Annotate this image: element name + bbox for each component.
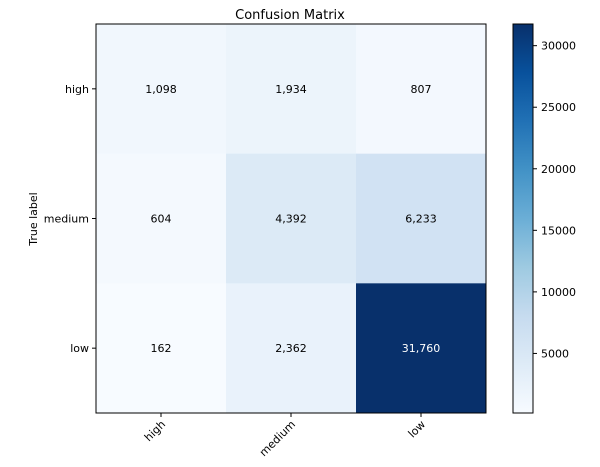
heatmap-cell-high-low [356, 24, 487, 155]
cell-value-label: 31,760 [402, 342, 441, 355]
colorbar-tick-label: 10000 [541, 286, 576, 299]
colorbar-tick-label: 30000 [541, 40, 576, 53]
cell-value-label: 1,098 [145, 83, 177, 96]
colorbar: 5000 10000 15000 20000 25000 30000 [512, 23, 576, 414]
heatmap-cells [96, 24, 487, 414]
y-tick-label-low: low [70, 342, 89, 355]
heatmap-cell-medium-high [96, 153, 227, 284]
cell-value-label: 604 [151, 213, 172, 226]
cell-value-label: 807 [411, 83, 432, 96]
colorbar-tick-label: 20000 [541, 163, 576, 176]
x-tick-label-medium: medium [257, 418, 298, 459]
y-tick-label-high: high [65, 83, 89, 96]
y-tick-label-medium: medium [44, 213, 89, 226]
colorbar-tick-label: 5000 [541, 347, 569, 360]
heatmap-cell-medium-low [356, 153, 487, 284]
cell-value-label: 4,392 [275, 213, 307, 226]
x-tick-label-low: low [406, 418, 428, 440]
colorbar-tick-label: 25000 [541, 101, 576, 114]
colorbar-gradient [512, 23, 534, 414]
heatmap-cell-high-medium [226, 24, 357, 155]
y-axis-label: True label [27, 192, 40, 246]
colorbar-ticks: 5000 10000 15000 20000 25000 30000 [533, 40, 576, 360]
chart-title: Confusion Matrix [235, 8, 345, 23]
x-tick-label-high: high [142, 418, 168, 444]
x-axis-ticks: high medium low [142, 413, 428, 459]
heatmap-cell-labels: 1,098 1,934 807 604 4,392 6,233 162 2,362 31,760 [145, 83, 440, 355]
cell-value-label: 1,934 [275, 83, 307, 96]
heatmap-cell-low-low [356, 283, 487, 414]
colorbar-tick-label: 15000 [541, 224, 576, 237]
heatmap-cell-medium-medium [226, 153, 357, 284]
cell-value-label: 6,233 [405, 213, 437, 226]
y-axis-ticks: high medium low [44, 83, 96, 355]
heatmap-cell-low-medium [226, 283, 357, 414]
cell-value-label: 2,362 [275, 342, 307, 355]
cell-value-label: 162 [151, 342, 172, 355]
heatmap-cell-high-high [96, 24, 227, 155]
heatmap-cell-low-high [96, 283, 227, 414]
